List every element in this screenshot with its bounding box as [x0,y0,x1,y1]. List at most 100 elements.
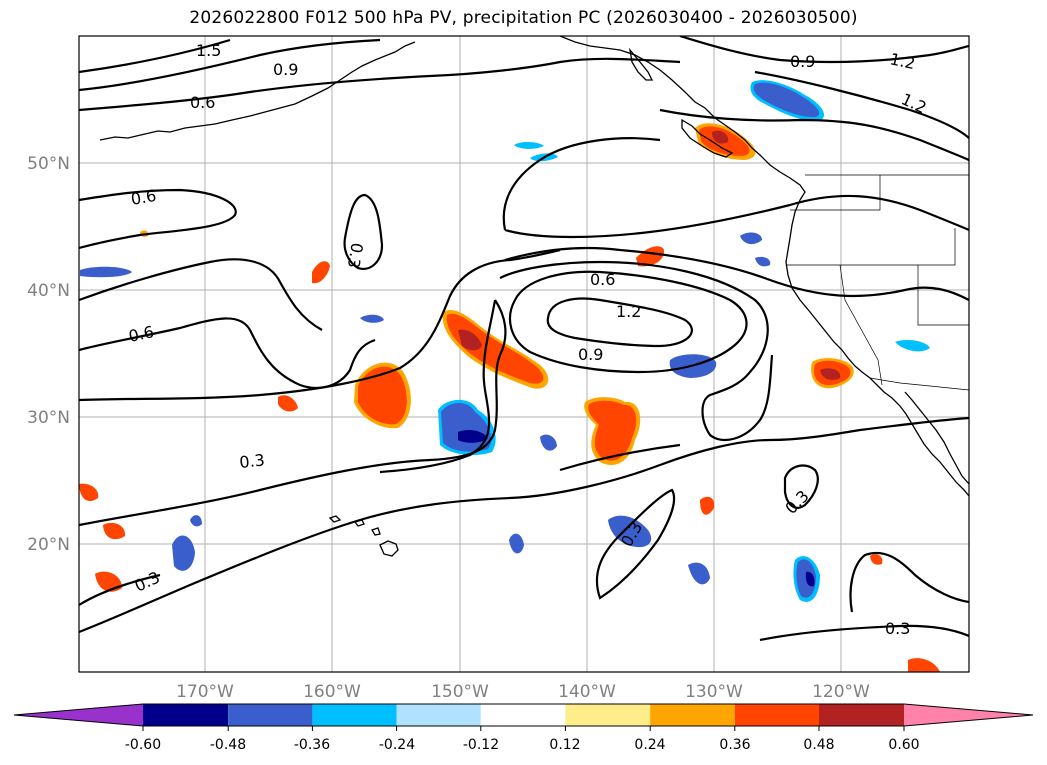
pv-contour [559,443,681,472]
precip-positive-area [636,246,665,267]
vancouver-island [681,118,734,158]
precip-negative-area [755,256,771,267]
colorbar-tick-label: 0.60 [888,737,919,753]
colorbar-tick-label: -0.60 [125,737,161,753]
map-frame [78,35,970,673]
state-border [839,264,883,386]
colorbar-tick-label: -0.36 [294,737,330,753]
contour-label: 0.3 [238,450,265,472]
colorbar-tick-labels: -0.60 -0.48 -0.36 -0.24 -0.12 0.12 0.24 … [125,737,920,753]
precip-negative-area [740,232,762,245]
colorbar-segment [819,704,904,726]
baja-coast [904,391,969,485]
pv-contour [759,624,969,642]
pv-contour [502,137,661,231]
pv-contour [783,464,819,509]
pv-contour [595,488,676,600]
colorbar-tick-label: 0.24 [634,737,665,753]
pv-contour [79,258,511,402]
precip-positive-area [446,313,544,384]
colorbar-segment [565,704,651,726]
hawaiian-islands [328,515,399,557]
contour-label: 1.2 [888,49,917,73]
colorbar-tick-label: 0.12 [549,737,580,753]
pv-contour [79,416,969,634]
precip-negative-area [80,266,132,278]
pv-contour [504,246,969,301]
map-background [79,36,969,672]
pv-contour [508,270,748,374]
precip-negative-area [540,434,557,451]
colorbar-segment [228,704,313,726]
pv-contour [343,193,384,270]
contour-label: 0.6 [590,270,615,289]
political-borders [786,174,969,391]
lat-label: 30°N [27,408,70,428]
precip-negative-area [688,562,710,585]
lat-label: 20°N [27,535,70,555]
precip-negative-area [172,535,195,571]
lat-label: 40°N [27,281,70,301]
precip-positive-area [712,130,729,144]
colorbar-segment [312,704,397,726]
precip-positive-area [95,571,122,592]
pv-contour [79,38,231,74]
colorbar-segment [734,704,819,726]
colorbar-segment [480,704,566,726]
state-border [786,228,956,266]
precip-positive-area [588,400,637,461]
lon-label: 170°W [176,682,234,702]
pv-contour [504,194,969,239]
pv-contour [79,317,376,389]
pv-contour [79,299,507,527]
precip-positive-area [700,496,715,515]
precip-negative-area [360,314,384,323]
pv-contour [659,108,969,162]
pv-contour [546,297,693,348]
pv-contour [509,248,561,262]
map-title: 2026022800 F012 500 hPa PV, precipitatio… [189,8,858,28]
pv-contour [679,36,969,64]
alaska-coast [559,36,969,497]
state-border [790,175,881,211]
precip-negative-area [514,142,544,149]
colorbar-tick-label: -0.48 [210,737,246,753]
lon-label: 120°W [812,682,870,702]
lon-label: 150°W [431,682,489,702]
aleutian-coast [99,41,416,141]
precip-positive-area [278,395,298,412]
precipitation-shading [79,80,940,672]
precip-negative-area [805,571,815,587]
lat-axis-labels: 50°N 40°N 30°N 20°N [27,154,70,555]
contour-label: 1.5 [196,41,221,60]
contour-label: 1.2 [616,302,641,321]
us-mexico-border [869,377,969,391]
precip-negative-area [753,82,820,118]
colorbar-tick-label: -0.12 [463,737,499,753]
colorbar-ticks [142,726,905,731]
lon-label: 140°W [558,682,616,702]
pv-contour [79,57,681,112]
contour-label: 0.3 [344,241,367,269]
colorbar-extend-left [14,704,143,726]
colorbar-tick-label: 0.36 [719,737,750,753]
precip-positive-area [312,261,330,284]
precip-positive-area [458,329,482,351]
lon-label: 160°W [303,682,361,702]
pv-contour [79,258,323,331]
contour-label: 0.9 [790,52,815,71]
colorbar-tick-label: -0.24 [379,737,415,753]
precip-negative-area [458,430,488,443]
pv-contour [79,188,237,250]
state-border [917,265,969,326]
pv-contour [849,551,969,613]
colorbar-extend-right [904,704,1033,726]
contour-label: 0.9 [273,60,298,79]
pv-contour [379,299,497,474]
pv-contour [499,260,774,442]
precip-negative-area [509,533,524,554]
coastlines [99,36,969,557]
contour-label: 0.6 [190,93,215,112]
pv-contour-labels: 1.5 0.9 0.6 0.9 1.2 1.2 0.6 0.3 0.6 0.6 … [127,41,930,638]
